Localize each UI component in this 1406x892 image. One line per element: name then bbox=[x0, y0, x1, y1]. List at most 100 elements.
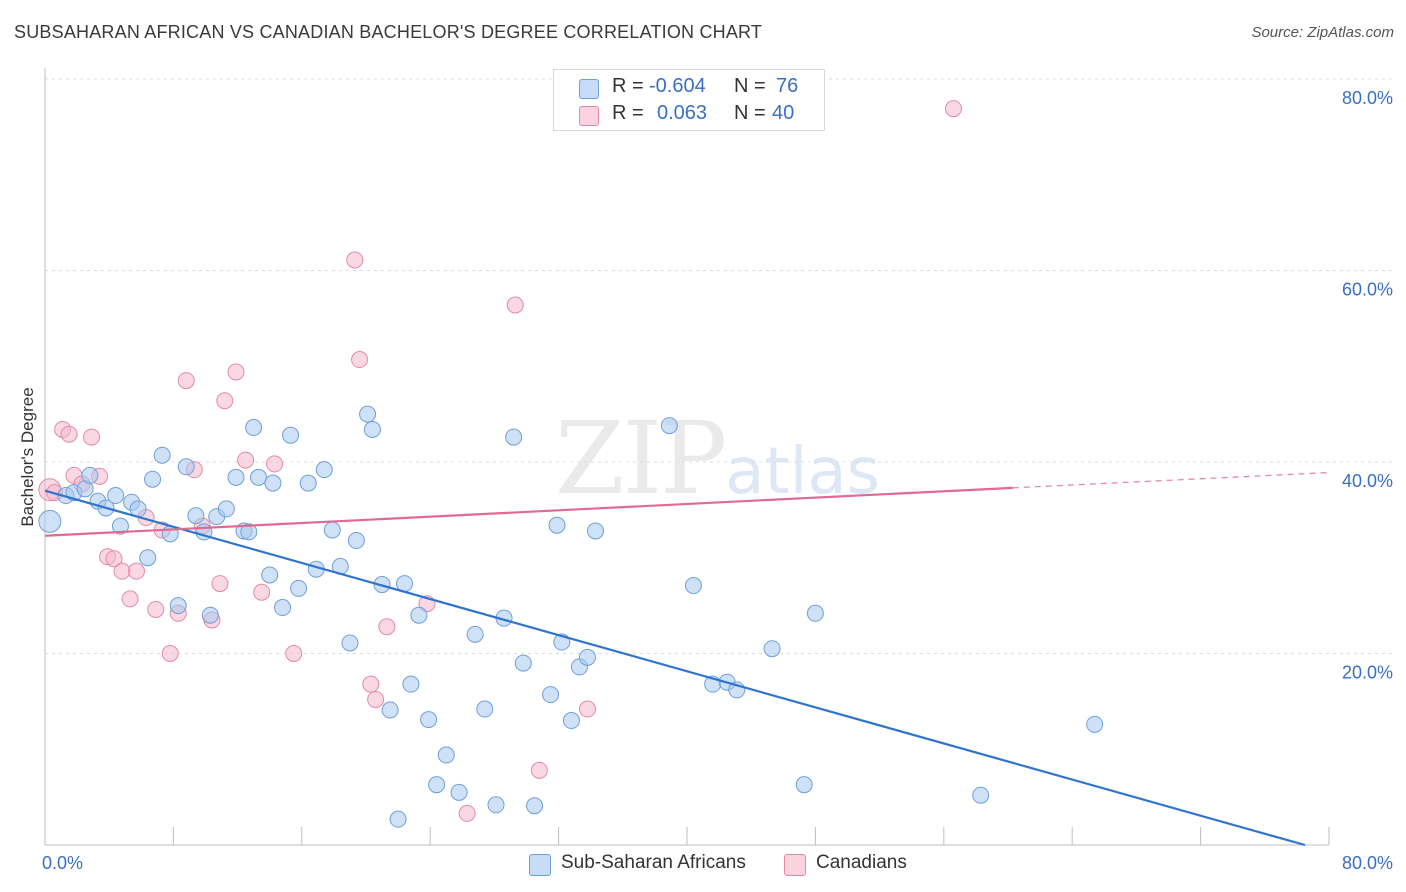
sub-saharan-point bbox=[347, 532, 365, 550]
legend-n-label: N = bbox=[734, 75, 766, 97]
sub-saharan-point bbox=[299, 474, 317, 492]
sub-saharan-point bbox=[514, 654, 532, 672]
y-tick-label: 20.0% bbox=[1342, 663, 1393, 683]
canadians-point bbox=[121, 590, 139, 608]
sub-saharan-point bbox=[437, 746, 455, 764]
sub-saharan-point bbox=[139, 549, 157, 567]
canadians-point bbox=[362, 675, 380, 693]
sub-saharan-point bbox=[274, 599, 292, 617]
canadians-point bbox=[147, 600, 165, 618]
sub-saharan-point bbox=[315, 461, 333, 479]
canadians-point bbox=[266, 455, 284, 473]
sub-saharan-point bbox=[177, 458, 195, 476]
canadians-point bbox=[458, 804, 476, 822]
sub-saharan-point bbox=[144, 470, 162, 488]
sub-saharan-point bbox=[684, 577, 702, 595]
sub-saharan-point bbox=[487, 796, 505, 814]
chart-source: Source: ZipAtlas.com bbox=[1251, 24, 1394, 41]
canadians-trend-extension bbox=[1012, 471, 1330, 489]
sub-saharan-point bbox=[227, 468, 245, 486]
legend-n-value: 40 bbox=[772, 102, 795, 124]
canadians-point bbox=[506, 296, 524, 314]
legend-swatch-pink bbox=[579, 106, 599, 126]
bottom-legend-swatch-blue bbox=[529, 854, 551, 876]
watermark: ZIPatlas bbox=[555, 400, 880, 517]
canadians-point bbox=[227, 363, 245, 381]
sub-saharan-point bbox=[290, 579, 308, 597]
canadians-point bbox=[367, 690, 385, 708]
sub-saharan-point bbox=[466, 625, 484, 643]
tick-labels: 20.0% 40.0% 60.0% 80.0% 0.0% 80.0% bbox=[42, 88, 1393, 873]
canadians-point bbox=[161, 645, 179, 662]
axes bbox=[44, 68, 1330, 846]
sub-saharan-point bbox=[410, 606, 428, 624]
sub-saharan-point bbox=[562, 712, 580, 730]
sub-saharan-point bbox=[542, 686, 560, 704]
sub-saharan-point bbox=[323, 521, 341, 539]
canadians-point bbox=[351, 351, 369, 369]
legend-n-label: N = bbox=[734, 102, 766, 124]
correlation-legend: R = -0.604 N = 76 R = 0.063 N = 40 bbox=[553, 69, 825, 131]
sub-saharan-point bbox=[402, 675, 420, 693]
sub-saharan-point bbox=[763, 640, 781, 658]
watermark-zip: ZIP bbox=[555, 400, 727, 517]
sub-saharan-point bbox=[169, 597, 187, 615]
canadians-point bbox=[60, 425, 78, 443]
y-axis-label: Bachelor's Degree bbox=[18, 387, 37, 527]
sub-saharan-point bbox=[249, 468, 267, 486]
sub-saharan-point bbox=[381, 701, 399, 719]
canadians-point bbox=[285, 645, 303, 662]
sub-saharan-point bbox=[1086, 715, 1104, 733]
sub-saharan-point bbox=[111, 517, 129, 535]
trend-lines bbox=[44, 471, 1330, 847]
legend-r-value: 0.063 bbox=[657, 102, 708, 124]
sub-saharan-point bbox=[240, 523, 258, 541]
canadians-point bbox=[237, 451, 255, 469]
canadians-point bbox=[530, 761, 548, 779]
canadians-series bbox=[38, 100, 962, 822]
canadians-point bbox=[578, 700, 596, 718]
sub-saharan-point bbox=[389, 810, 407, 828]
canadians-trend-line bbox=[44, 486, 1013, 537]
y-tick-label: 60.0% bbox=[1342, 280, 1393, 300]
sub-saharan-point bbox=[363, 420, 381, 438]
canadians-point bbox=[83, 428, 101, 446]
canadians-point bbox=[253, 583, 271, 601]
y-tick-label: 40.0% bbox=[1342, 471, 1393, 491]
sub-saharan-trend-line bbox=[44, 489, 1306, 847]
canadians-point bbox=[216, 392, 234, 410]
canadians-point bbox=[177, 372, 195, 390]
canadians-point bbox=[105, 550, 123, 568]
sub-saharan-point bbox=[282, 426, 300, 444]
chart-title: SUBSAHARAN AFRICAN VS CANADIAN BACHELOR'… bbox=[14, 22, 763, 42]
legend-row-canadians: R = 0.063 N = 40 bbox=[554, 102, 824, 128]
sub-saharan-point bbox=[107, 487, 125, 505]
legend-swatch-blue bbox=[579, 79, 599, 99]
bottom-legend-label: Sub-Saharan Africans bbox=[561, 852, 746, 873]
sub-saharan-point bbox=[187, 507, 205, 525]
sub-saharan-point bbox=[38, 509, 62, 533]
canadians-point bbox=[346, 251, 364, 269]
sub-saharan-point bbox=[153, 446, 171, 464]
sub-saharan-point bbox=[81, 466, 99, 484]
y-tick-label: 80.0% bbox=[1342, 88, 1393, 108]
sub-saharan-point bbox=[526, 797, 544, 815]
bottom-legend-swatch-pink bbox=[784, 854, 806, 876]
x-tick-label: 0.0% bbox=[42, 853, 83, 873]
sub-saharan-point bbox=[587, 522, 605, 540]
legend-r-label: R = bbox=[612, 75, 644, 97]
legend-r-label: R = bbox=[612, 102, 644, 124]
sub-saharan-point bbox=[806, 604, 824, 622]
sub-saharan-point bbox=[264, 474, 282, 492]
grid-lines bbox=[45, 78, 1392, 654]
sub-saharan-point bbox=[450, 783, 468, 801]
sub-saharan-point bbox=[660, 417, 678, 435]
legend-r-value: -0.604 bbox=[649, 75, 706, 97]
sub-saharan-point bbox=[476, 700, 494, 718]
canadians-point bbox=[127, 562, 145, 580]
sub-saharan-point bbox=[341, 634, 359, 652]
legend-row-sub-saharan: R = -0.604 N = 76 bbox=[554, 75, 824, 101]
canadians-point bbox=[113, 562, 131, 580]
sub-saharan-point bbox=[201, 606, 219, 624]
